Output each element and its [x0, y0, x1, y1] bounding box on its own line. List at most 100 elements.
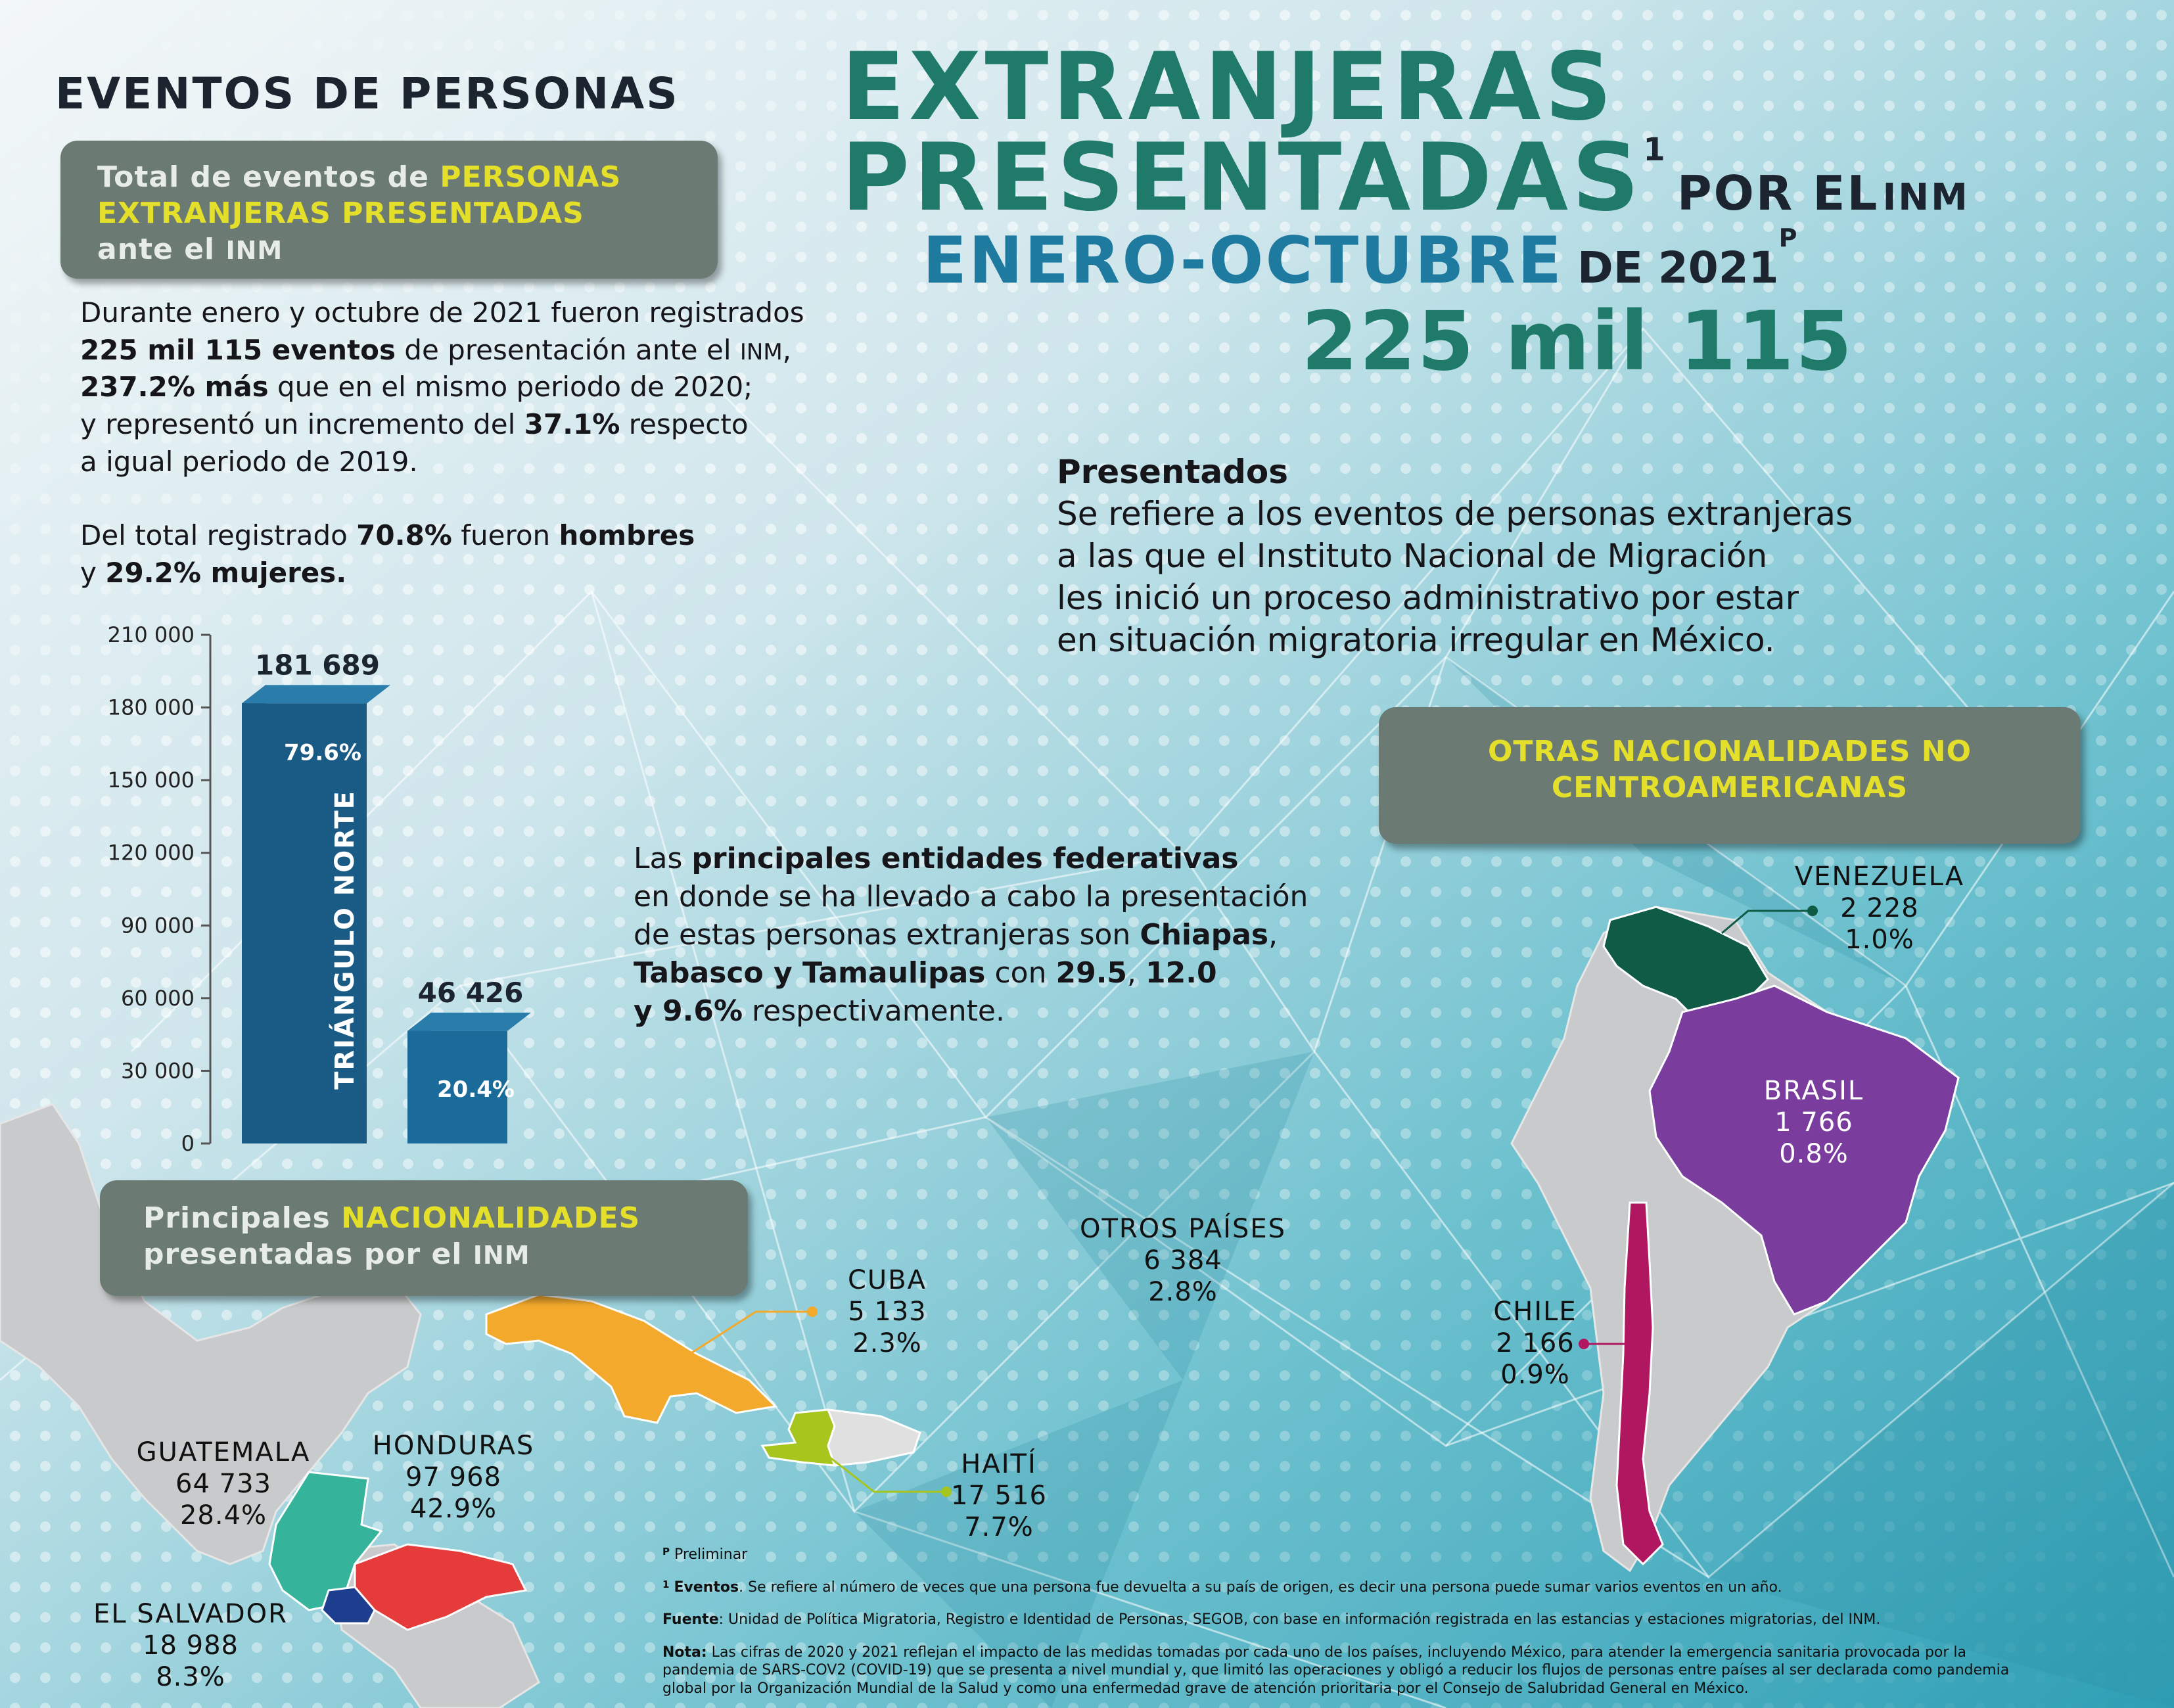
label-guatemala-name: GUATEMALA	[136, 1437, 311, 1467]
bar-top	[242, 685, 390, 704]
foot-nota-l1: Las cifras de 2020 y 2021 reflejan el im…	[706, 1644, 1966, 1661]
haiti-shape	[760, 1408, 837, 1467]
cuba-shape	[485, 1293, 778, 1424]
ent-l4c: 29.5	[1055, 956, 1128, 990]
brasil-shape	[1648, 984, 1960, 1316]
intro-p1-l3r: que en el mismo periodo de 2020;	[268, 371, 753, 404]
label-venezuela: VENEZUELA 2 228 1.0%	[1774, 861, 1985, 956]
y-tick-label: 150 000	[108, 768, 195, 793]
title-row3: PRESENTADAS1 POR EL INM	[841, 131, 1970, 225]
label-otros: OTROS PAÍSES 6 384 2.8%	[1078, 1213, 1288, 1308]
title-line1: EVENTOS DE PERSONAS	[55, 68, 680, 119]
box-nacionalidades: Principales NACIONALIDADES presentadas p…	[100, 1180, 748, 1296]
intro-p1-l2-end: ,	[782, 333, 792, 366]
label-chile-pct: 0.9%	[1500, 1360, 1570, 1390]
foot-p-sup: P	[662, 1546, 670, 1558]
ent-l1b: principales entidades federativas	[691, 842, 1239, 875]
foot-n1-b: Eventos	[674, 1579, 739, 1596]
label-brasil-pct: 0.8%	[1779, 1139, 1849, 1169]
label-haiti-value: 17 516	[951, 1481, 1047, 1511]
presentados-l4: en situación migratoria irregular en Méx…	[1057, 621, 1775, 659]
dominican-shape	[826, 1408, 921, 1467]
ent-l3b: Chiapas	[1140, 918, 1269, 952]
label-venezuela-name: VENEZUELA	[1794, 862, 1965, 892]
ent-l2: en donde se ha llevado a cabo la present…	[634, 880, 1308, 914]
ent-l1a: Las	[634, 842, 692, 875]
title-period-row: ENERO-OCTUBRE DE 2021P	[923, 223, 1797, 298]
intro-text: Durante enero y octubre de 2021 fueron r…	[80, 294, 804, 592]
box-total-l2: EXTRANJERAS PRESENTADAS	[97, 196, 584, 230]
chile-shape	[1615, 1201, 1664, 1566]
y-tick-label: 210 000	[108, 622, 195, 647]
label-otros-value: 6 384	[1144, 1245, 1222, 1276]
box-otras-l2: CENTROAMERICANAS	[1551, 771, 1908, 804]
ent-l4e: 12.0	[1145, 956, 1217, 990]
title-sup-p: P	[1778, 223, 1797, 252]
title-line3: PRESENTADAS	[841, 124, 1644, 232]
label-honduras-pct: 42.9%	[409, 1494, 497, 1524]
label-brasil-value: 1 766	[1774, 1107, 1853, 1138]
presentados-l1: Se refiere a los eventos de personas ext…	[1057, 495, 1853, 533]
label-haiti: HAITÍ 17 516 7.7%	[933, 1448, 1065, 1543]
foot-nota-l2: pandemia de SARS-COV2 (COVID-19) que se …	[662, 1662, 2010, 1678]
y-tick-label: 180 000	[108, 695, 195, 720]
title-line2: EXTRANJERAS	[841, 33, 1616, 141]
label-elsalvador-name: EL SALVADOR	[93, 1599, 288, 1629]
foot-nota-l3: global por la Organización Mundial de la…	[662, 1680, 1749, 1697]
ent-l5b: respectivamente.	[743, 994, 1005, 1028]
box-total-l3b: INM	[225, 236, 283, 265]
box-nac-l2b: INM	[473, 1241, 530, 1270]
label-cuba-value: 5 133	[848, 1297, 927, 1327]
title-period: ENERO-OCTUBRE	[923, 223, 1563, 298]
title-por-el: POR EL	[1677, 166, 1880, 221]
box-otras: OTRAS NACIONALIDADES NO CENTROAMERICANAS	[1379, 707, 2081, 844]
label-elsalvador-value: 18 988	[143, 1630, 239, 1661]
ent-l4b: con	[985, 956, 1056, 990]
y-tick-label: 30 000	[121, 1058, 195, 1083]
bar	[242, 703, 367, 1143]
title-sup1: 1	[1643, 131, 1667, 168]
mexico-land-shape	[0, 1103, 422, 1565]
intro-p1-l4end: respecto	[620, 408, 749, 441]
y-tick-label: 60 000	[121, 986, 195, 1011]
intro-p1-l2-inm: INM	[739, 338, 783, 365]
intro-p1-l5: a igual periodo de 2019.	[80, 445, 418, 478]
intro-p2-l2b: 29.2% mujeres.	[105, 557, 347, 589]
ent-l4d: ,	[1127, 956, 1146, 990]
box-nac-l2a: presentadas por el	[143, 1237, 473, 1271]
label-honduras-value: 97 968	[405, 1462, 501, 1492]
label-chile: CHILE 2 166 0.9%	[1469, 1296, 1601, 1391]
intro-p1-l4r: y representó un incremento del	[80, 408, 524, 441]
label-chile-name: CHILE	[1493, 1297, 1577, 1327]
presentados-text: Presentados Se refiere a los eventos de …	[1057, 451, 1853, 661]
label-honduras: HONDURAS 97 968 42.9%	[355, 1430, 552, 1525]
intro-p1-l2b: 225 mil 115 eventos	[80, 333, 396, 366]
intro-p2-l1a: Del total registrado	[80, 519, 357, 552]
bar	[407, 1030, 507, 1143]
foot-fuente-r: : Unidad de Política Migratoria, Registr…	[718, 1611, 1881, 1628]
footnotes: P Preliminar 1 Eventos. Se refiere al nú…	[662, 1546, 2148, 1697]
bar-name-label: TRIÁNGULO NORTE	[329, 790, 360, 1090]
box-nac-l1a: Principales	[143, 1201, 342, 1235]
label-elsalvador-pct: 8.3%	[156, 1662, 225, 1692]
box-otras-l1: OTRAS NACIONALIDADES NO	[1488, 735, 1972, 768]
bar-percent-label: 20.4%	[437, 1076, 515, 1103]
presentados-l2: a las que el Instituto Nacional de Migra…	[1057, 537, 1768, 575]
label-haiti-pct: 7.7%	[964, 1512, 1034, 1542]
intro-p2-l1b: 70.8%	[356, 519, 452, 552]
label-otros-name: OTROS PAÍSES	[1079, 1214, 1287, 1244]
y-tick-label: 90 000	[121, 913, 195, 938]
box-total-l1b: PERSONAS	[440, 160, 622, 194]
ent-l5a: y 9.6%	[634, 994, 743, 1028]
label-guatemala-value: 64 733	[175, 1469, 271, 1499]
label-otros-pct: 2.8%	[1148, 1277, 1218, 1307]
central-america-map	[0, 1103, 540, 1708]
intro-p2-l1c: fueron	[451, 519, 559, 552]
label-haiti-name: HAITÍ	[961, 1449, 1037, 1479]
bar-chart: 0 30 000 60 000 90 000 120 000 150 000 180 000…	[108, 622, 531, 1156]
label-cuba-pct: 2.3%	[852, 1328, 922, 1358]
label-cuba-name: CUBA	[847, 1265, 927, 1295]
presentados-l3: les inició un proceso administrativo por…	[1057, 579, 1799, 617]
label-venezuela-pct: 1.0%	[1845, 925, 1914, 955]
label-chile-value: 2 166	[1496, 1328, 1575, 1358]
